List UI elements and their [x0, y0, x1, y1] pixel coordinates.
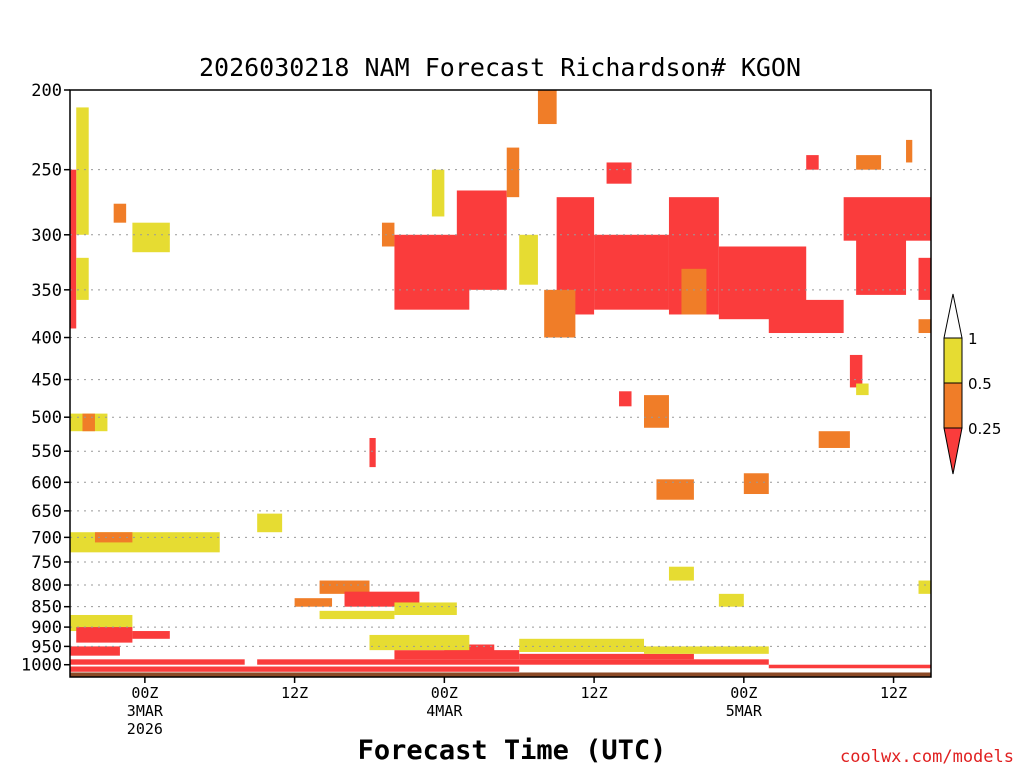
y-tick-label: 600 [31, 473, 62, 493]
legend-label: 0.5 [968, 375, 992, 393]
y-tick-label: 350 [31, 281, 62, 301]
heat-cell [70, 666, 520, 672]
heat-cell [113, 203, 127, 223]
heat-cell [394, 650, 520, 660]
x-tick-label: 12Z [880, 684, 907, 702]
x-tick-label: 00Z [131, 684, 158, 702]
y-tick-label: 500 [31, 408, 62, 428]
legend-swatch-high [943, 337, 963, 384]
heat-cell [906, 139, 913, 163]
heat-cell [856, 383, 869, 396]
heat-cell [369, 438, 376, 468]
heat-cell [818, 431, 850, 448]
x-axis-label: Forecast Time (UTC) [358, 735, 667, 766]
y-tick-label: 900 [31, 618, 62, 638]
heat-cell [319, 610, 395, 620]
heat-cell [369, 634, 470, 651]
heat-cell [82, 413, 95, 432]
heat-cell [394, 602, 457, 615]
y-tick-label: 1000 [21, 656, 62, 676]
heat-cell [456, 190, 507, 290]
heat-cell [519, 234, 538, 285]
heat-cell [76, 257, 89, 300]
legend: 1 0.5 0.25 [943, 293, 1001, 475]
heat-cell [444, 644, 495, 652]
heat-cell [594, 234, 669, 310]
y-axis: 200 250 300 350 400 450 500 550 600 650 700 750 8008… [21, 81, 70, 676]
heat-cell [431, 169, 445, 217]
y-tick-label: 300 [31, 226, 62, 246]
heat-cell [132, 631, 170, 639]
heat-cell [681, 268, 707, 315]
heat-cell [537, 90, 557, 125]
heat-cell [856, 155, 882, 170]
y-tick-label: 250 [31, 161, 62, 181]
heat-cell [519, 638, 644, 652]
legend-label: 1 [968, 330, 978, 348]
heat-cell [918, 319, 931, 334]
heat-cell [768, 664, 931, 669]
x-tick-label: 5MAR [726, 702, 763, 720]
y-tick-label: 450 [31, 371, 62, 391]
heat-cell [718, 593, 744, 607]
x-tick-label: 2026 [127, 720, 163, 738]
heat-cell [849, 354, 863, 388]
y-tick-label: 650 [31, 502, 62, 522]
heat-cell [76, 107, 89, 235]
heat-cell [294, 598, 333, 607]
x-tick-label: 12Z [581, 684, 608, 702]
heat-cell [257, 659, 769, 665]
y-tick-label: 750 [31, 553, 62, 573]
heat-cell [856, 234, 907, 295]
x-axis: 00Z3MAR202612Z00Z4MAR12Z00Z5MAR12Z00Z6MA… [127, 677, 907, 738]
heat-cell [644, 646, 769, 654]
chart-title: 2026030218 NAM Forecast Richardson# KGON [199, 53, 801, 82]
heat-cell [644, 395, 669, 428]
legend-swatch-mid [943, 382, 963, 429]
heat-cell [544, 289, 576, 338]
heat-cell [619, 391, 632, 407]
plot-frame [69, 89, 932, 678]
cells-layer [70, 90, 931, 672]
y-tick-label: 850 [31, 598, 62, 618]
heat-cell [257, 513, 283, 533]
y-tick-label: 200 [31, 81, 62, 101]
heat-cell [918, 580, 931, 594]
heat-cell [76, 627, 133, 643]
legend-swatch-low [943, 427, 963, 475]
heat-cell [70, 532, 220, 553]
heat-cell [606, 162, 632, 184]
credit-text: coolwx.com/models [840, 747, 1014, 767]
y-tick-label: 700 [31, 528, 62, 548]
x-tick-label: 00Z [431, 684, 458, 702]
heat-cell [70, 646, 120, 656]
ground-layer [70, 672, 931, 677]
heat-cell [319, 580, 370, 594]
y-tick-label: 800 [31, 576, 62, 596]
legend-label: 0.25 [968, 420, 1001, 438]
heat-cell [132, 222, 170, 253]
y-tick-label: 550 [31, 442, 62, 462]
heat-cell [668, 566, 694, 581]
x-tick-label: 4MAR [426, 702, 463, 720]
heat-cell [656, 479, 694, 500]
ground-band [70, 672, 931, 677]
heat-cell [806, 155, 819, 170]
heat-cell [743, 473, 769, 495]
heat-cell [519, 653, 694, 660]
x-tick-label: 00Z [730, 684, 757, 702]
heat-cell [768, 299, 844, 334]
heat-cell [918, 257, 931, 300]
heat-cell [381, 222, 395, 247]
x-tick-label: 3MAR [127, 702, 164, 720]
y-tick-label: 950 [31, 637, 62, 657]
y-tick-label: 400 [31, 329, 62, 349]
heat-cell [843, 197, 931, 241]
heat-cell [70, 659, 245, 665]
heat-cell [506, 147, 520, 198]
x-tick-label: 12Z [281, 684, 308, 702]
heat-cell [70, 169, 77, 329]
